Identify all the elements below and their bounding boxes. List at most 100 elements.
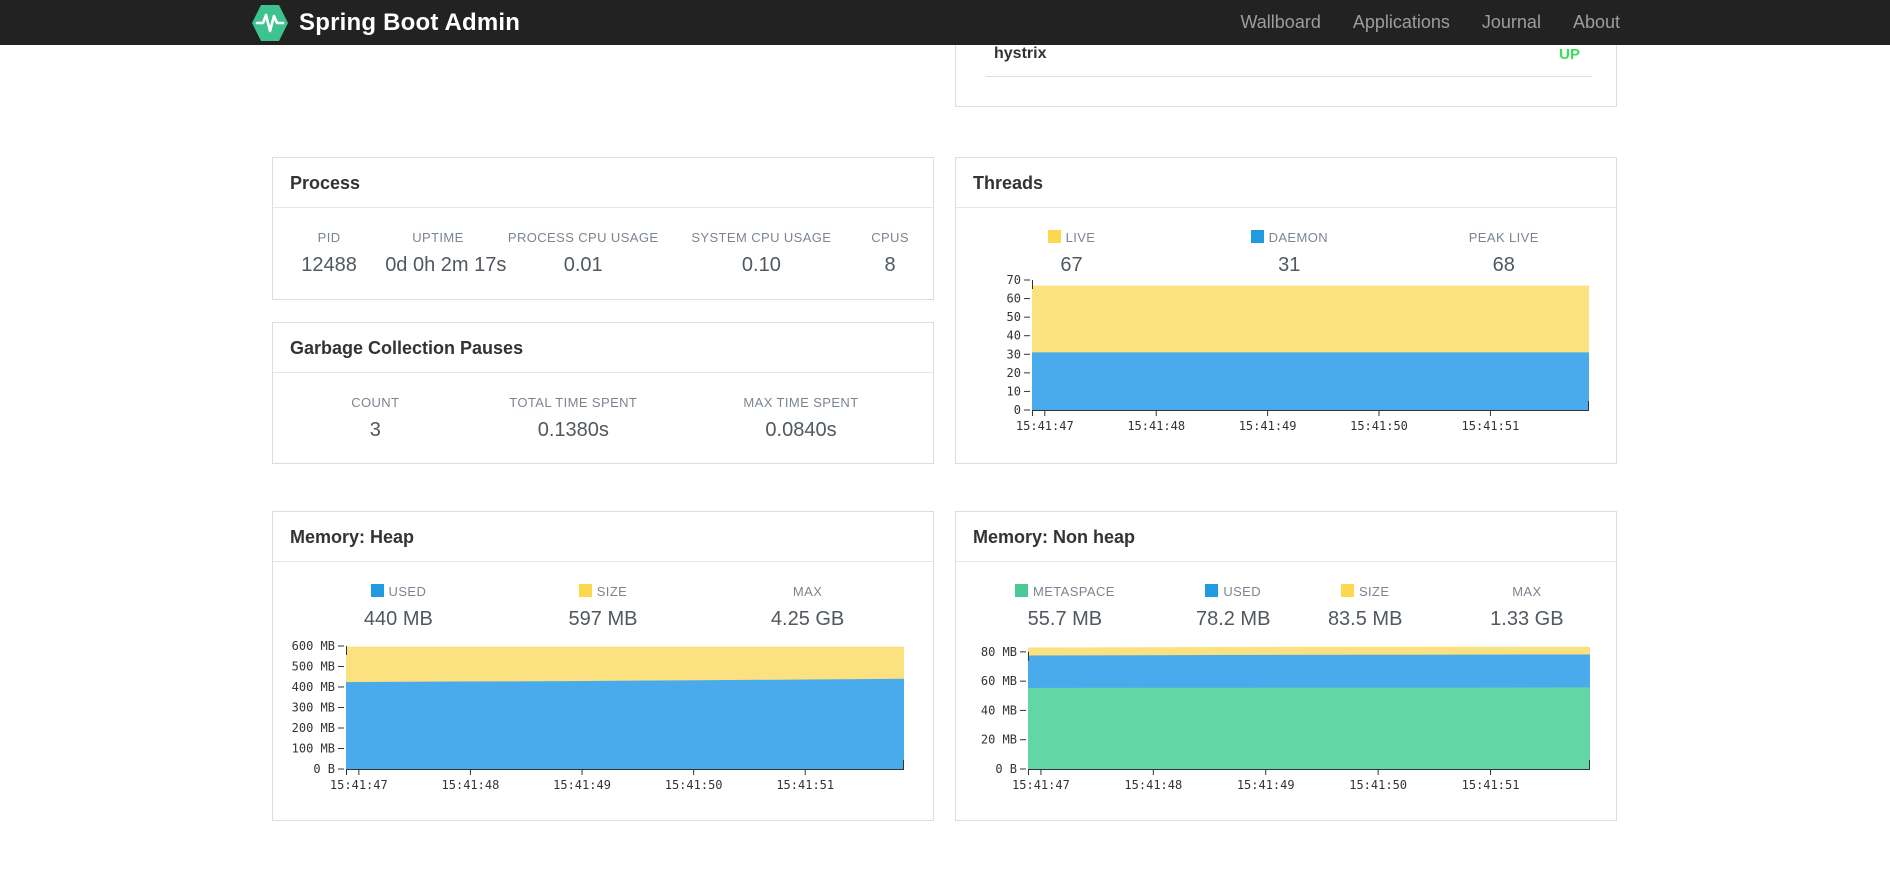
legend-color-swatch bbox=[370, 584, 384, 597]
divider bbox=[986, 76, 1592, 77]
legend-color-swatch bbox=[1014, 584, 1028, 597]
y-axis-tick-label: 300 MB bbox=[292, 701, 335, 715]
y-axis-tick-label: 80 MB bbox=[981, 645, 1017, 659]
x-axis-tick-label: 15:41:47 bbox=[1016, 419, 1074, 433]
x-axis-tick-label: 15:41:50 bbox=[1350, 419, 1408, 433]
nav-item-about[interactable]: About bbox=[1572, 12, 1620, 32]
metric-value: 68 bbox=[1492, 254, 1515, 276]
metric-max: MAX 4.25 GB bbox=[682, 584, 933, 631]
y-axis-tick-label: 50 bbox=[1007, 310, 1021, 324]
y-axis-tick-label: 10 bbox=[1007, 384, 1021, 398]
memory-heap-card: Memory: Heap USED 440 MB SIZE 597 MB MAX 4.25… bbox=[272, 511, 934, 821]
metric-value: 3 bbox=[369, 419, 381, 441]
legend-color-swatch bbox=[578, 584, 592, 597]
y-axis-tick-label: 0 bbox=[1014, 403, 1021, 417]
metric-max: MAX 1.33 GB bbox=[1438, 584, 1616, 631]
metric-max-time-spent: MAX TIME SPENT 0.0840s bbox=[669, 395, 933, 442]
metric-label: DAEMON bbox=[1187, 230, 1392, 245]
y-axis-tick-label: 200 MB bbox=[292, 721, 335, 735]
metric-value: 0.1380s bbox=[537, 419, 609, 441]
metric-label: TOTAL TIME SPENT bbox=[509, 395, 638, 410]
spring-boot-admin-logo-icon bbox=[252, 3, 288, 43]
metric-process-cpu-usage: PROCESS CPU USAGE 0.01 bbox=[491, 230, 676, 277]
y-axis-tick-label: 40 MB bbox=[981, 703, 1017, 717]
application-name: hystrix bbox=[994, 45, 1047, 62]
metric-value: 0.0840s bbox=[765, 419, 837, 441]
metric-value: 83.5 MB bbox=[1327, 608, 1403, 630]
y-axis-tick-label: 20 bbox=[1007, 366, 1021, 380]
metric-metaspace: METASPACE 55.7 MB bbox=[956, 584, 1174, 631]
metric-label: USED bbox=[273, 584, 524, 599]
metric-value: 440 MB bbox=[363, 608, 433, 630]
x-axis-tick-label: 15:41:49 bbox=[553, 778, 611, 792]
area-series-metaspace bbox=[1028, 687, 1590, 769]
x-axis-tick-label: 15:41:51 bbox=[776, 778, 834, 792]
y-axis-tick-label: 0 B bbox=[313, 762, 335, 776]
nav-item-wallboard[interactable]: Wallboard bbox=[1240, 12, 1321, 32]
x-axis-tick-label: 15:41:49 bbox=[1239, 419, 1297, 433]
metric-system-cpu-usage: SYSTEM CPU USAGE 0.10 bbox=[676, 230, 848, 277]
x-axis-tick-label: 15:41:47 bbox=[330, 778, 388, 792]
threads-area-chart: 0 10 20 30 40 50 60 70 15:41:47 15:41:48 15:41:49 1… bbox=[1007, 273, 1589, 433]
metric-label: METASPACE bbox=[956, 584, 1174, 599]
metric-label: USED bbox=[1174, 584, 1293, 599]
threads-card-title: Threads bbox=[956, 158, 1616, 208]
metric-value: 55.7 MB bbox=[1027, 608, 1103, 630]
memory-nonheap-area-chart: 0 B 20 MB 40 MB 60 MB 80 MB 15:41:47 15:41:48 1… bbox=[981, 645, 1590, 792]
top-navbar: Spring Boot Admin Wallboard Applications J… bbox=[0, 0, 1890, 45]
metric-value: 67 bbox=[1060, 254, 1083, 276]
x-axis-tick-label: 15:41:48 bbox=[442, 778, 500, 792]
gc-card-title: Garbage Collection Pauses bbox=[273, 323, 933, 373]
brand-title: Spring Boot Admin bbox=[299, 8, 521, 36]
metric-used: USED 440 MB bbox=[273, 584, 524, 631]
y-axis-tick-label: 500 MB bbox=[292, 660, 335, 674]
y-axis-tick-label: 40 bbox=[1007, 329, 1021, 343]
x-axis-tick-label: 15:41:50 bbox=[665, 778, 723, 792]
nav-item-applications[interactable]: Applications bbox=[1352, 12, 1450, 32]
metric-size: SIZE 597 MB bbox=[524, 584, 682, 631]
y-axis-tick-label: 100 MB bbox=[292, 742, 335, 756]
metric-label: PID bbox=[317, 230, 341, 245]
nonheap-metrics: METASPACE 55.7 MB USED 78.2 MB SIZE 83.5 MB MA… bbox=[956, 584, 1616, 631]
nav-item-journal[interactable]: Journal bbox=[1481, 12, 1541, 32]
metric-label: MAX TIME SPENT bbox=[743, 395, 859, 410]
metric-label: PEAK LIVE bbox=[1468, 230, 1539, 245]
metric-used: USED 78.2 MB bbox=[1174, 584, 1293, 631]
metric-live: LIVE 67 bbox=[956, 230, 1187, 277]
x-axis-tick-label: 15:41:51 bbox=[1462, 778, 1520, 792]
metric-value: 0d 0h 2m 17s bbox=[385, 254, 507, 276]
brand[interactable]: Spring Boot Admin bbox=[252, 0, 520, 45]
metric-value: 78.2 MB bbox=[1195, 608, 1271, 630]
y-axis-tick-label: 600 MB bbox=[292, 639, 335, 653]
metric-label: MAX bbox=[792, 584, 823, 599]
metric-label: LIVE bbox=[956, 230, 1187, 245]
metric-label: UPTIME bbox=[412, 230, 464, 245]
y-axis-tick-label: 20 MB bbox=[981, 733, 1017, 747]
area-series-used bbox=[346, 678, 904, 769]
metric-label: SYSTEM CPU USAGE bbox=[691, 230, 832, 245]
gc-metrics: COUNT 3 TOTAL TIME SPENT 0.1380s MAX TIME SP… bbox=[273, 395, 933, 442]
x-axis-tick-label: 15:41:51 bbox=[1462, 419, 1520, 433]
metric-value: 0.01 bbox=[563, 254, 603, 276]
heap-metrics: USED 440 MB SIZE 597 MB MAX 4.25 GB bbox=[273, 584, 933, 631]
metric-total-time-spent: TOTAL TIME SPENT 0.1380s bbox=[478, 395, 669, 442]
legend-color-swatch bbox=[1047, 230, 1061, 243]
y-axis-tick-label: 70 bbox=[1007, 273, 1021, 287]
process-card: Process PID 12488 UPTIME 0d 0h 2m 17s PROCES… bbox=[272, 157, 934, 300]
metric-label: MAX bbox=[1512, 584, 1542, 599]
metric-value: 4.25 GB bbox=[770, 608, 845, 630]
memory-nonheap-card: Memory: Non heap METASPACE 55.7 MB USED 78.… bbox=[955, 511, 1617, 821]
metric-size: SIZE 83.5 MB bbox=[1293, 584, 1438, 631]
y-axis-tick-label: 30 bbox=[1007, 347, 1021, 361]
threads-metrics: LIVE 67 DAEMON 31 PEAK LIVE 68 bbox=[956, 230, 1616, 277]
y-axis-tick-label: 400 MB bbox=[292, 680, 335, 694]
x-axis-tick-label: 15:41:48 bbox=[1124, 778, 1182, 792]
application-row[interactable]: hystrix UP bbox=[994, 45, 1580, 63]
metric-value: 597 MB bbox=[568, 608, 638, 630]
nonheap-card-title: Memory: Non heap bbox=[956, 512, 1616, 562]
application-status-badge: UP bbox=[1559, 45, 1580, 63]
legend-color-swatch bbox=[1250, 230, 1264, 243]
process-card-title: Process bbox=[273, 158, 933, 208]
area-series-daemon bbox=[1032, 352, 1589, 410]
metric-daemon: DAEMON 31 bbox=[1187, 230, 1392, 277]
